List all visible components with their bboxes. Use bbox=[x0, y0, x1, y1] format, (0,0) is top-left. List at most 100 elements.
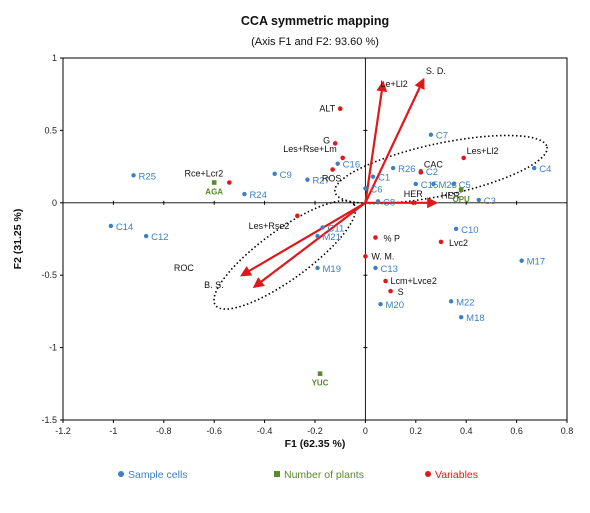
sample-label: M18 bbox=[466, 313, 484, 324]
vector-label: Le+Ll2 bbox=[381, 79, 408, 89]
sample-point bbox=[242, 191, 247, 197]
sample-label: M22 bbox=[456, 297, 474, 308]
variable-point bbox=[295, 213, 300, 219]
legend-label: Sample cells bbox=[128, 469, 188, 481]
sample-point bbox=[390, 165, 396, 171]
y-tick-label: 1 bbox=[52, 53, 57, 63]
sample-label: M19 bbox=[323, 264, 341, 275]
sample-point bbox=[305, 177, 310, 182]
variable-point bbox=[363, 254, 368, 259]
variable-label: Les+Rse+Lm bbox=[283, 144, 337, 154]
y-tick-label: -1.5 bbox=[41, 415, 57, 425]
variable-label: Rce+Lcr2 bbox=[185, 169, 224, 179]
x-tick-label: -0.8 bbox=[156, 426, 172, 436]
chart-subtitle: (Axis F1 and F2: 93.60 %) bbox=[251, 36, 379, 48]
sample-label: M20 bbox=[386, 300, 404, 311]
legend-label: Variables bbox=[435, 469, 478, 481]
chart-title: CCA symmetric mapping bbox=[241, 14, 389, 28]
variable-label: Les+Rse2 bbox=[249, 221, 290, 231]
plant-label: OPU bbox=[452, 195, 470, 204]
sample-point bbox=[131, 173, 136, 178]
variable-vectors: S. D. Le+Ll2 HER ROC B. S. bbox=[174, 66, 461, 290]
sample-point bbox=[335, 161, 340, 166]
sample-point bbox=[378, 301, 383, 307]
y-tick-label: 0 bbox=[52, 198, 57, 208]
vector-arrow bbox=[364, 80, 388, 203]
x-tick-label: 0 bbox=[363, 426, 368, 436]
sample-label: C1 bbox=[378, 173, 390, 184]
plot-area bbox=[62, 57, 568, 421]
sample-label: C12 bbox=[151, 232, 168, 243]
variable-point bbox=[418, 170, 424, 175]
sample-point bbox=[373, 265, 378, 271]
vector-arrow bbox=[240, 201, 366, 277]
x-tick-label: -0.2 bbox=[307, 426, 323, 436]
x-axis-label: F1 (62.35 %) bbox=[285, 438, 346, 450]
variable-label: G bbox=[323, 135, 330, 145]
plant-point bbox=[458, 187, 464, 193]
y-axis-label: F2 (31.25 %) bbox=[12, 209, 24, 270]
cluster-ellipse bbox=[213, 199, 357, 310]
vector-label: B. S. bbox=[204, 280, 224, 290]
tick-labels: -1.2 -1 -0.8 -0.6 -0.4 -0.2 0 0.2 0.4 0.6 0.8 -1.5 -… bbox=[41, 53, 573, 436]
plant-point bbox=[317, 371, 323, 376]
vector-label: HER bbox=[441, 190, 461, 200]
legend-marker bbox=[274, 471, 280, 477]
sample-label: C3 bbox=[484, 196, 496, 207]
y-tick-label: -0.5 bbox=[41, 270, 57, 280]
sample-point bbox=[431, 181, 436, 187]
variable-point bbox=[332, 141, 338, 146]
x-tick-label: 0.8 bbox=[561, 426, 574, 436]
sample-point bbox=[370, 174, 376, 179]
variable-point bbox=[337, 106, 343, 111]
sample-point bbox=[108, 223, 114, 229]
legend-marker bbox=[425, 471, 431, 477]
sample-label: C9 bbox=[280, 170, 292, 181]
sample-label: C8 bbox=[383, 197, 395, 208]
sample-label: C13 bbox=[380, 264, 397, 275]
y-tick-label: 0.5 bbox=[44, 125, 57, 135]
sample-label: R26 bbox=[398, 164, 415, 175]
sample-label: C6 bbox=[370, 184, 382, 195]
vector-arrow bbox=[252, 201, 367, 289]
sample-point bbox=[143, 233, 149, 239]
sample-point bbox=[458, 314, 464, 320]
sample-point bbox=[453, 226, 459, 232]
variable-label: HER bbox=[404, 189, 424, 199]
x-tick-label: -1 bbox=[109, 426, 117, 436]
sample-point bbox=[375, 199, 381, 204]
legend-marker bbox=[118, 471, 124, 477]
sample-point bbox=[363, 186, 368, 191]
vector-label: S. D. bbox=[426, 66, 446, 76]
variable-label: ALT bbox=[319, 104, 335, 114]
variable-point bbox=[388, 288, 393, 294]
variable-point bbox=[340, 155, 346, 161]
sample-label: M21 bbox=[323, 232, 341, 243]
sample-label: R25 bbox=[139, 171, 156, 182]
sample-label: C2 bbox=[426, 167, 438, 178]
sample-point bbox=[428, 132, 434, 137]
sample-label: C7 bbox=[436, 131, 448, 142]
x-tick-label: -1.2 bbox=[55, 426, 71, 436]
variable-label: ROS bbox=[322, 173, 342, 183]
variable-point bbox=[373, 235, 378, 240]
plant-point bbox=[211, 180, 217, 185]
sample-label: R27 bbox=[312, 176, 329, 187]
x-tick-label: -0.4 bbox=[257, 426, 273, 436]
sample-point bbox=[315, 233, 320, 239]
sample-label: M23 bbox=[438, 180, 456, 191]
sample-point bbox=[519, 258, 524, 263]
legend: Sample cells Number of plants Variables bbox=[118, 469, 478, 481]
variable-point bbox=[383, 278, 388, 284]
variable-label: Lvc2 bbox=[449, 238, 468, 248]
sample-label: C4 bbox=[539, 164, 551, 175]
sample-point bbox=[532, 165, 537, 171]
variable-point bbox=[330, 167, 335, 172]
variable-point bbox=[410, 200, 416, 206]
sample-point bbox=[448, 299, 454, 304]
sample-point bbox=[413, 181, 418, 187]
x-tick-label: 0.6 bbox=[510, 426, 523, 436]
sample-label: C14 bbox=[116, 222, 133, 233]
